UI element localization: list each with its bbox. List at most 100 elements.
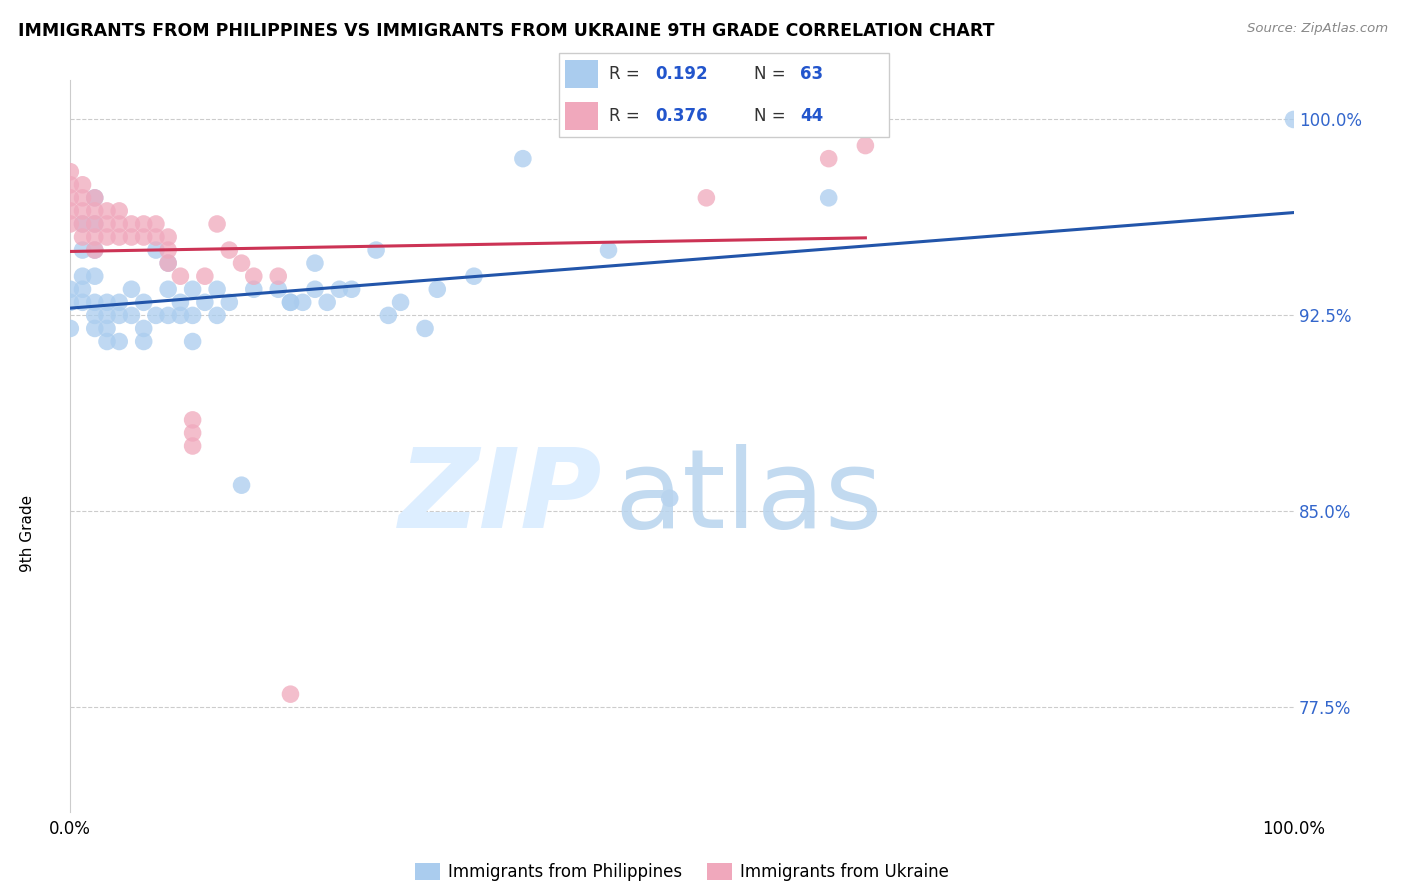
Point (132, 295, 155, 310)
Point (169, 269, 191, 284)
Point (83, 203, 105, 218)
Point (817, 152, 839, 166)
Point (157, 243, 180, 257)
Point (96, 230, 118, 244)
Point (218, 243, 240, 257)
Point (96, 217, 118, 231)
Point (121, 309, 143, 323)
Point (72, 269, 94, 284)
Point (280, 295, 302, 310)
Legend: Immigrants from Philippines, Immigrants from Ukraine: Immigrants from Philippines, Immigrants … (408, 856, 956, 888)
Point (108, 230, 131, 244)
Point (377, 309, 399, 323)
Point (108, 217, 131, 231)
Point (598, 243, 620, 257)
Point (817, 191, 839, 205)
Point (157, 256, 180, 270)
Point (205, 282, 228, 296)
Point (181, 439, 204, 453)
Point (72, 243, 94, 257)
Point (59, 282, 82, 296)
Point (108, 295, 131, 310)
Point (108, 309, 131, 323)
Point (1282, 112, 1305, 127)
Point (59, 203, 82, 218)
Point (157, 309, 180, 323)
Point (243, 269, 266, 284)
Point (145, 309, 167, 323)
Point (157, 230, 180, 244)
Point (855, 138, 877, 153)
Point (658, 491, 681, 506)
Point (83, 321, 105, 335)
Point (218, 295, 240, 310)
Point (121, 282, 143, 296)
Point (59, 295, 82, 310)
Point (72, 282, 94, 296)
Point (291, 295, 314, 310)
Point (157, 282, 180, 296)
Point (96, 309, 118, 323)
Point (243, 282, 266, 296)
Point (181, 334, 204, 349)
Point (59, 321, 82, 335)
Point (267, 282, 290, 296)
Text: 0.192: 0.192 (655, 65, 707, 84)
Point (181, 413, 204, 427)
Point (72, 230, 94, 244)
Text: 44: 44 (800, 106, 824, 125)
Point (181, 309, 204, 323)
Point (145, 230, 167, 244)
Text: R =: R = (609, 65, 645, 84)
Point (267, 269, 290, 284)
Point (205, 217, 228, 231)
Point (108, 203, 131, 218)
Point (181, 425, 204, 440)
Text: IMMIGRANTS FROM PHILIPPINES VS IMMIGRANTS FROM UKRAINE 9TH GRADE CORRELATION CHA: IMMIGRANTS FROM PHILIPPINES VS IMMIGRANT… (18, 22, 995, 40)
Text: N =: N = (755, 106, 792, 125)
Point (304, 256, 326, 270)
Text: R =: R = (609, 106, 645, 125)
Point (83, 191, 105, 205)
Point (59, 178, 82, 192)
Point (389, 295, 412, 310)
Point (194, 295, 217, 310)
Point (83, 217, 105, 231)
Point (83, 191, 105, 205)
Point (132, 217, 155, 231)
Point (83, 243, 105, 257)
FancyBboxPatch shape (558, 53, 890, 136)
Point (83, 217, 105, 231)
Point (328, 282, 350, 296)
Point (72, 217, 94, 231)
Point (96, 334, 118, 349)
Point (280, 687, 302, 701)
Point (304, 282, 326, 296)
Point (194, 269, 217, 284)
Point (59, 164, 82, 178)
Point (59, 191, 82, 205)
Point (695, 191, 717, 205)
Point (72, 217, 94, 231)
Point (83, 295, 105, 310)
Point (366, 243, 388, 257)
Point (157, 256, 180, 270)
Point (132, 334, 155, 349)
FancyBboxPatch shape (565, 102, 598, 129)
Point (96, 295, 118, 310)
Text: ZIP: ZIP (399, 443, 602, 550)
Point (72, 191, 94, 205)
Point (280, 295, 302, 310)
Point (83, 230, 105, 244)
Text: 9th Grade: 9th Grade (20, 495, 35, 573)
Point (72, 203, 94, 218)
Point (108, 334, 131, 349)
Text: 0.376: 0.376 (655, 106, 707, 125)
Point (145, 217, 167, 231)
Point (121, 230, 143, 244)
Point (463, 269, 485, 284)
Text: Source: ZipAtlas.com: Source: ZipAtlas.com (1247, 22, 1388, 36)
Point (413, 321, 436, 335)
Point (145, 243, 167, 257)
Point (132, 321, 155, 335)
